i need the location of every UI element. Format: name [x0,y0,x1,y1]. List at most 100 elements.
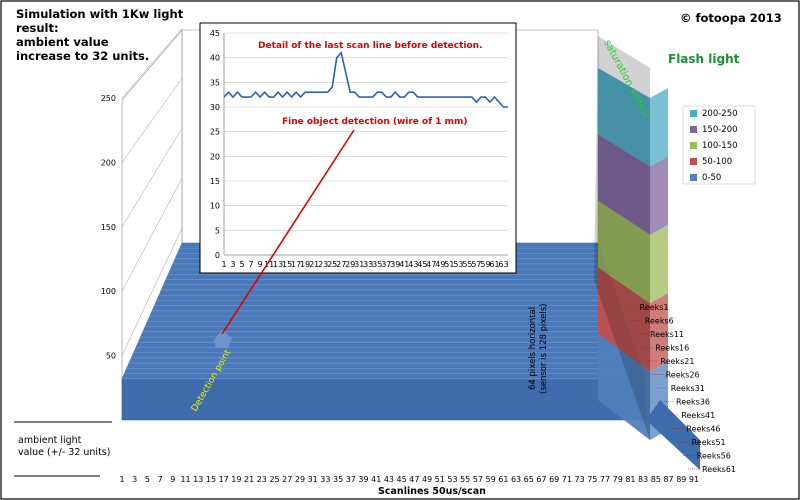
inset-x-tick: 21 [309,260,319,269]
x-tick-label: 39 [358,475,368,484]
x-tick-label: 35 [333,475,343,484]
legend: 200-250 150-200 100-150 50-100 0-50 [682,105,756,185]
x-tick-label: 41 [371,475,381,484]
inset-x-tick: 57 [471,260,481,269]
flash-band-side [650,88,668,167]
x-tick-label: 91 [689,475,699,484]
inset-x-tick: 17 [291,260,301,269]
inset-y-tick: 40 [210,54,220,63]
inset-y-tick: 35 [210,78,220,87]
x-tick-label: 73 [575,475,585,484]
x-tick-label: 83 [638,475,648,484]
inset-x-tick: 19 [300,260,310,269]
x-tick-label: 25 [269,475,279,484]
x-tick-label: 87 [663,475,673,484]
y-tick-label: 250 [101,94,116,103]
series-label: Reeks1 [640,303,669,312]
legend-item: 50-100 [702,157,732,167]
inset-chart-frame [199,22,517,274]
flash-band-side [650,224,668,304]
flash-shade [594,36,650,440]
x-tick-label: 51 [435,475,445,484]
x-tick-label: 69 [549,475,559,484]
y-axis-3d: 50 100 150 200 250 [101,28,183,361]
x-tick-label: 5 [145,475,150,484]
title-line-1: Simulation with 1Kw light [16,7,184,21]
legend-swatch [690,142,697,149]
series-label: Reeks6 [645,317,674,326]
inset-x-tick: 47 [426,260,436,269]
inset-x-tick: 9 [258,260,263,269]
inset-x-tick: 11 [264,260,274,269]
inset-x-tick: 33 [363,260,373,269]
inset-x-tick: 5 [239,260,244,269]
inset-x-tick: 59 [480,260,490,269]
x-tick-label: 21 [244,475,254,484]
x-tick-label: 55 [460,475,470,484]
x-tick-label: 67 [536,475,546,484]
series-label: Reeks21 [660,357,694,366]
x-tick-label: 1 [119,475,124,484]
inset-title: Detail of the last scan line before dete… [258,41,483,51]
inset-x-tick: 41 [399,260,409,269]
detection-pointer [221,129,355,335]
x-tick-label: 7 [158,475,163,484]
floor-right-edge [646,400,700,470]
inset-x-tick: 27 [336,260,346,269]
series-label: Reeks16 [655,344,689,353]
x-tick-label: 79 [613,475,623,484]
x-tick-label: 63 [511,475,521,484]
x-tick-label: 71 [562,475,572,484]
inset-x-tick: 13 [273,260,283,269]
x-tick-label: 23 [257,475,267,484]
inset-x-tick: 29 [345,260,355,269]
x-tick-label: 89 [676,475,686,484]
x-tick-label: 65 [524,475,534,484]
area-floor [121,242,647,421]
x-axis-label: Scanlines 50us/scan [378,486,486,497]
series-label: Reeks46 [686,425,720,434]
y-tick-label: 150 [101,223,116,232]
y-gridline [121,28,183,99]
inset-x-tick: 1 [221,260,226,269]
ambient-label-1: ambient light [18,435,82,446]
y-gridline [121,178,183,292]
x-tick-label: 53 [447,475,457,484]
inset-x-tick: 3 [230,260,235,269]
flash-band-face [598,267,650,372]
x-tick-label: 59 [486,475,496,484]
x-tick-label: 33 [320,475,330,484]
inset-x-tick: 49 [435,260,445,269]
inset-y-tick: 10 [210,202,220,211]
x-tick-label: 3 [132,475,137,484]
inset-x-tick: 55 [462,260,472,269]
legend-item: 150-200 [702,125,738,135]
flash-band-face [598,134,650,235]
inset-x-tick: 25 [327,260,337,269]
series-label: Reeks61 [702,465,736,474]
legend-item: 100-150 [702,141,738,151]
x-tick-label: 49 [422,475,432,484]
series-label: Reeks36 [676,398,710,407]
inset-x-tick: 31 [354,260,364,269]
flash-band-face [598,200,650,304]
inset-x-tick: 61 [489,260,499,269]
series-label: Reeks56 [697,452,731,461]
series-label: Reeks11 [650,330,684,339]
inset-x-tick: 63 [498,260,508,269]
flash-column [594,36,700,470]
ambient-label-2: value (+/- 32 units) [18,447,110,458]
title-line-4: increase to 32 units. [16,49,149,63]
x-tick-label: 47 [409,475,419,484]
inset-x-tick: 39 [390,260,400,269]
x-tick-label: 11 [180,475,190,484]
x-tick-label: 85 [651,475,661,484]
y-tick-label: 100 [101,287,116,296]
inset-y-tick: 15 [210,177,220,186]
inset-x-tick: 7 [249,260,254,269]
x-tick-label: 45 [397,475,407,484]
inset-y-tick: 0 [215,251,220,260]
series-labels: Reeks1 Reeks6 Reeks11 Reeks16 Reeks21 Reeks26… [625,303,736,474]
inset-y-tick: 25 [210,128,220,137]
